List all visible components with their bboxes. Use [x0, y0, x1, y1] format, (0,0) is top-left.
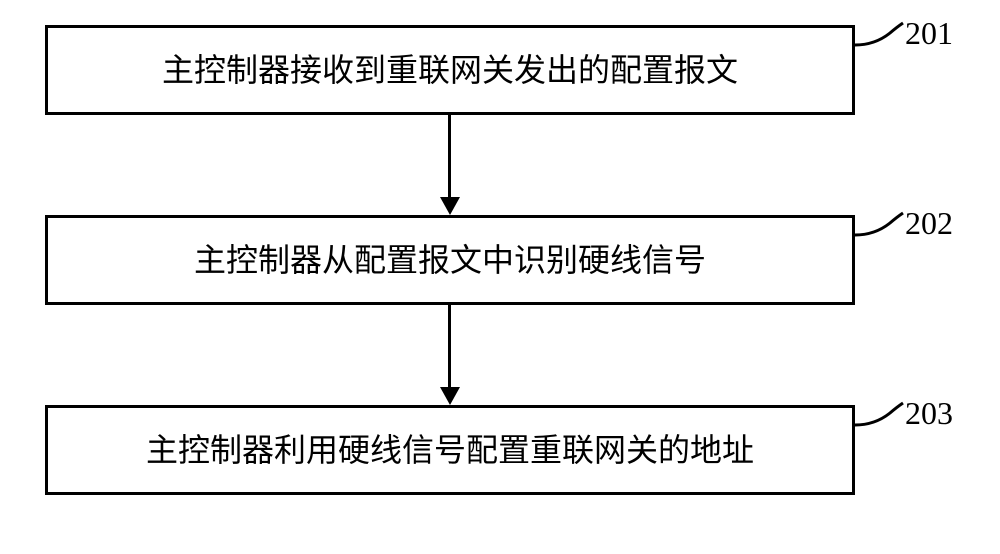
connector-1 [855, 15, 910, 65]
flowchart-box-3: 主控制器利用硬线信号配置重联网关的地址 [45, 405, 855, 495]
arrow-1-line [448, 115, 451, 197]
flowchart-box-1: 主控制器接收到重联网关发出的配置报文 [45, 25, 855, 115]
label-203: 203 [905, 395, 953, 432]
arrow-1-head [440, 197, 460, 215]
arrow-2-head [440, 387, 460, 405]
box-1-text: 主控制器接收到重联网关发出的配置报文 [162, 51, 738, 89]
flowchart-box-2: 主控制器从配置报文中识别硬线信号 [45, 215, 855, 305]
flowchart-container: 主控制器接收到重联网关发出的配置报文 201 主控制器从配置报文中识别硬线信号 … [0, 0, 1000, 554]
box-2-text: 主控制器从配置报文中识别硬线信号 [194, 241, 706, 279]
connector-3 [855, 395, 910, 445]
label-201: 201 [905, 15, 953, 52]
connector-2 [855, 205, 910, 255]
box-3-text: 主控制器利用硬线信号配置重联网关的地址 [146, 431, 754, 469]
arrow-2-line [448, 305, 451, 387]
label-202: 202 [905, 205, 953, 242]
